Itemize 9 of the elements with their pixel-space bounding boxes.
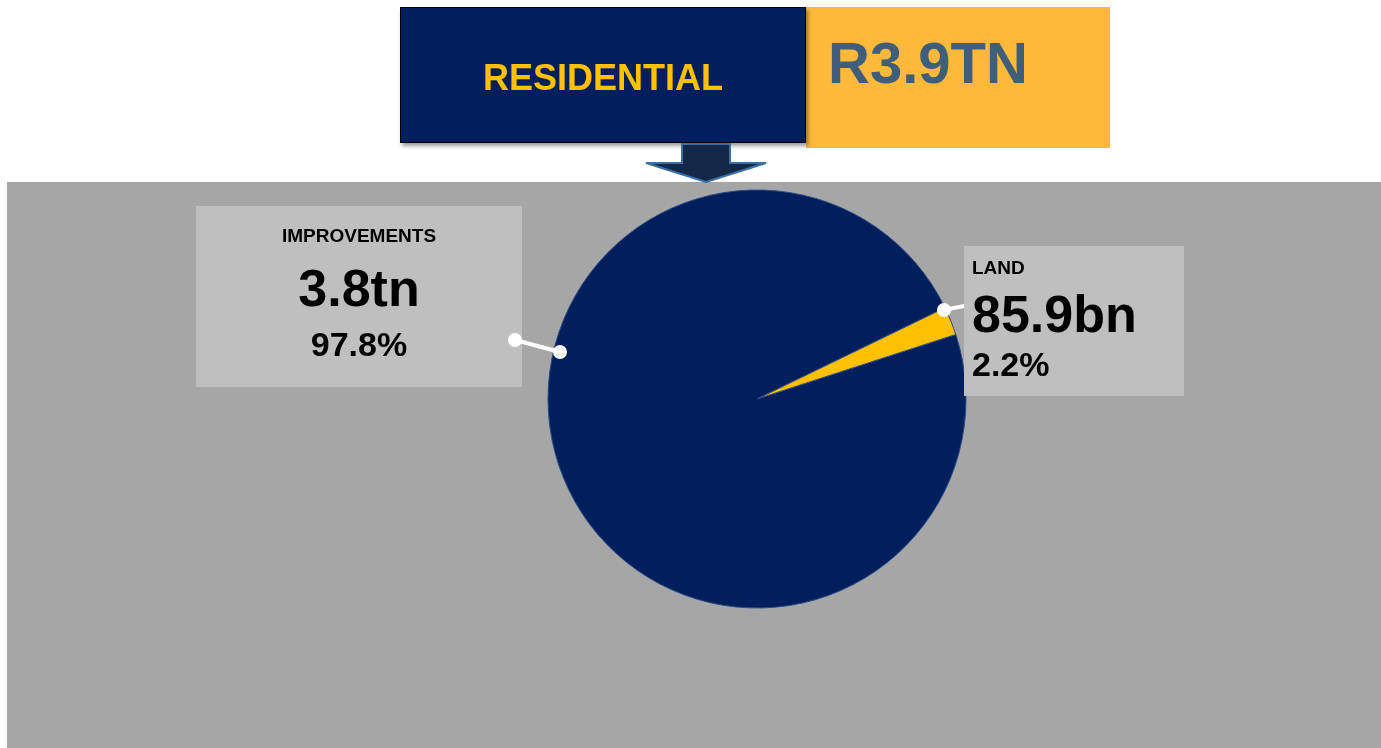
chart-title: RESIDENTIAL	[400, 7, 806, 143]
text: 3.8tn	[298, 259, 420, 317]
data-label: 97.8%	[310, 325, 408, 363]
data-label: 2.2%	[972, 345, 1050, 383]
text: 85.9bn	[972, 285, 1137, 343]
slice-label: LAND	[972, 257, 1025, 278]
slice-label: IMPROVEMENTS	[281, 225, 437, 246]
chart-subtitle: R3.9TN	[806, 7, 1110, 148]
pie-slice	[547, 189, 967, 609]
